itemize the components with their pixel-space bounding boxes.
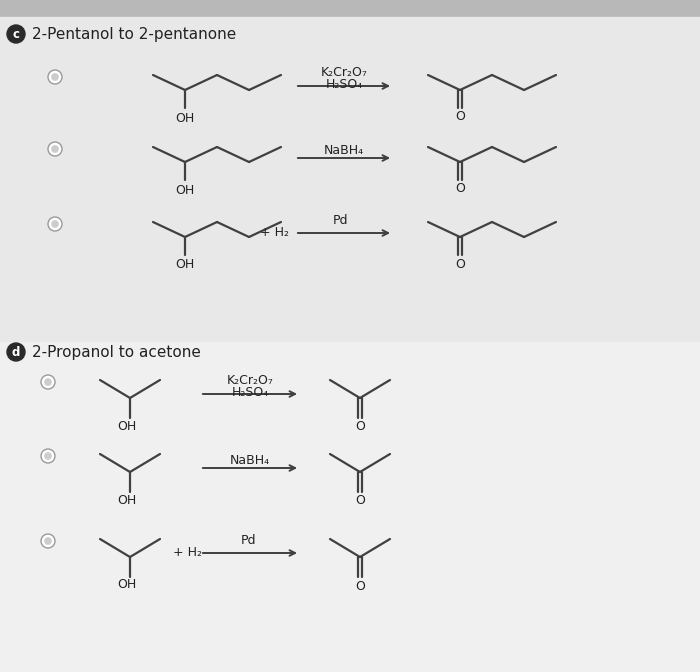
Text: Pd: Pd — [240, 534, 256, 548]
Circle shape — [48, 142, 62, 156]
Text: NaBH₄: NaBH₄ — [324, 144, 364, 157]
Text: OH: OH — [176, 112, 195, 124]
Text: OH: OH — [118, 419, 136, 433]
Circle shape — [41, 534, 55, 548]
Circle shape — [41, 375, 55, 389]
Text: OH: OH — [176, 183, 195, 196]
Circle shape — [44, 452, 52, 460]
Text: O: O — [455, 110, 465, 124]
Text: H₂SO₄: H₂SO₄ — [232, 386, 269, 398]
Text: OH: OH — [176, 259, 195, 271]
Text: O: O — [355, 421, 365, 433]
Circle shape — [7, 343, 25, 361]
Text: d: d — [12, 345, 20, 358]
Circle shape — [41, 449, 55, 463]
Text: 2-Pentanol to 2-pentanone: 2-Pentanol to 2-pentanone — [32, 26, 237, 42]
Bar — [0, 342, 700, 672]
Circle shape — [51, 145, 59, 153]
Circle shape — [51, 73, 59, 81]
Text: c: c — [13, 28, 20, 40]
Circle shape — [51, 220, 59, 228]
Text: Pd: Pd — [332, 214, 348, 228]
Text: K₂Cr₂O₇: K₂Cr₂O₇ — [227, 374, 274, 386]
Text: K₂Cr₂O₇: K₂Cr₂O₇ — [321, 65, 368, 79]
Text: NaBH₄: NaBH₄ — [230, 454, 270, 466]
Text: OH: OH — [118, 579, 136, 591]
Circle shape — [7, 25, 25, 43]
Text: 2-Propanol to acetone: 2-Propanol to acetone — [32, 345, 201, 360]
Text: O: O — [455, 257, 465, 271]
Text: H₂SO₄: H₂SO₄ — [326, 77, 363, 91]
Text: OH: OH — [118, 493, 136, 507]
Text: + H₂: + H₂ — [260, 226, 289, 239]
Bar — [0, 0, 700, 17]
Text: + H₂: + H₂ — [173, 546, 202, 558]
Circle shape — [48, 70, 62, 84]
Circle shape — [44, 537, 52, 545]
Circle shape — [44, 378, 52, 386]
Text: O: O — [455, 183, 465, 196]
Circle shape — [48, 217, 62, 231]
Bar — [0, 17, 700, 342]
Text: O: O — [355, 495, 365, 507]
Text: O: O — [355, 579, 365, 593]
